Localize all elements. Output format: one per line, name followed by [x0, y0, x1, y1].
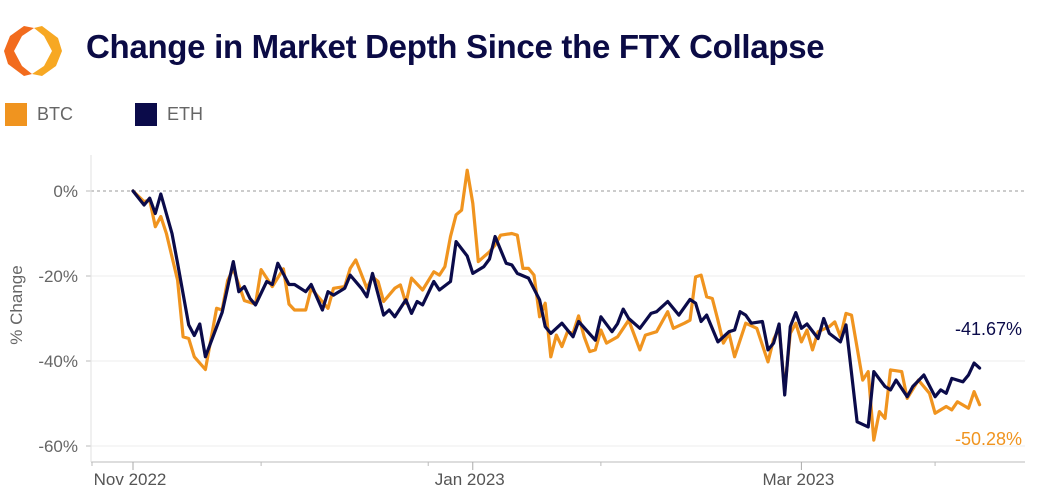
end-label-eth: -41.67% [955, 319, 1022, 339]
y-tick-label: 0% [53, 182, 78, 201]
legend-label-btc: BTC [37, 104, 73, 124]
x-tick-label: Nov 2022 [94, 470, 167, 489]
legend: BTC ETH [5, 103, 265, 126]
series-line-eth [131, 189, 982, 429]
end-label-btc: -50.28% [955, 429, 1022, 449]
y-tick-label: -20% [38, 267, 78, 286]
legend-swatch-btc [5, 103, 27, 126]
legend-swatch-eth [135, 103, 157, 126]
logo-left-bracket [4, 26, 34, 76]
legend-label-eth: ETH [167, 104, 203, 124]
series-line-btc [131, 168, 982, 442]
x-tick-label: Mar 2023 [762, 470, 834, 489]
chart-title: Change in Market Depth Since the FTX Col… [86, 28, 825, 65]
y-tick-label: -40% [38, 352, 78, 371]
company-logo [4, 26, 62, 76]
x-tick-label: Jan 2023 [435, 470, 505, 489]
logo-right-bracket [32, 26, 62, 76]
legend-item-eth[interactable]: ETH [135, 103, 203, 126]
y-tick-label: -60% [38, 437, 78, 456]
legend-item-btc[interactable]: BTC [5, 103, 73, 126]
